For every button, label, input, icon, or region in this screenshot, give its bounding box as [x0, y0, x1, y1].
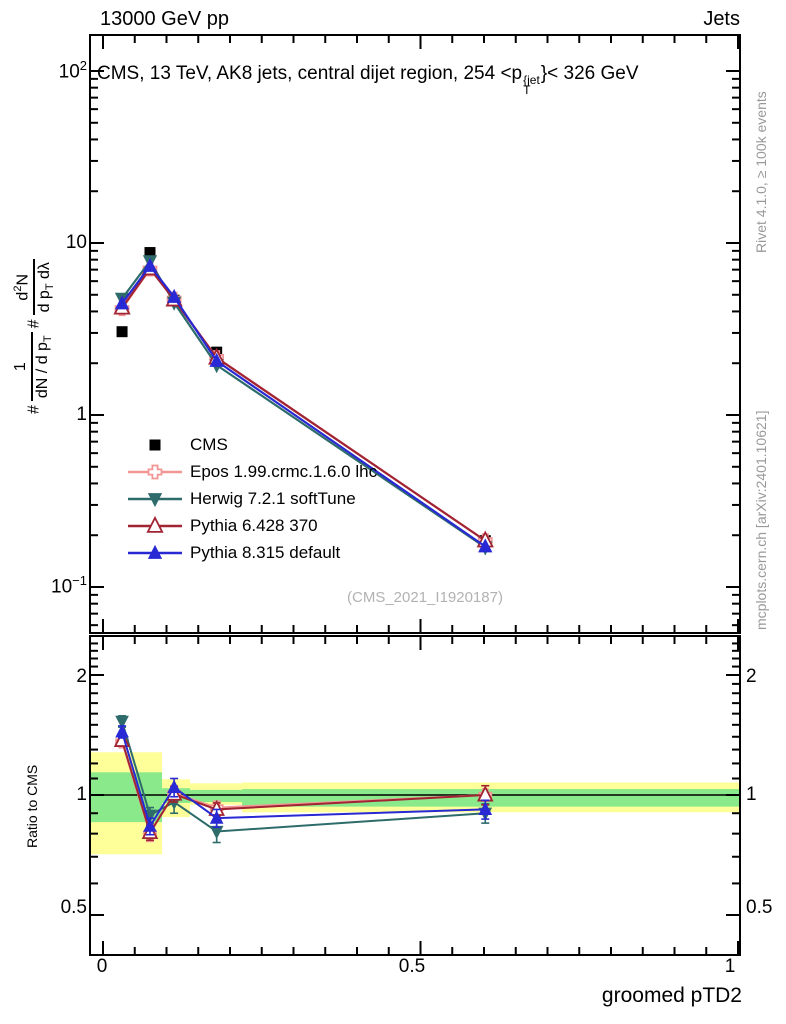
analysis-id-watermark: (CMS_2021_I1920187) [347, 589, 503, 606]
plot-title-supsub: {jet T [523, 73, 540, 97]
ratio-ytick-2-right: 2 [746, 666, 757, 687]
legend-label-cms: CMS [190, 435, 228, 454]
ratio-ytick-05-right: 0.5 [746, 897, 773, 918]
axis-ticks [90, 35, 740, 955]
ratio-series-pythia [115, 724, 493, 836]
ratio-ytick-1-right: 1 [746, 784, 757, 805]
fraction-1: 1 dN / d pT [10, 332, 58, 402]
ratio-ytick-2-left: 2 [76, 666, 87, 687]
ytick-1: 1 [76, 404, 87, 425]
fraction-2: d2N d pT dλ [8, 259, 61, 316]
plot-title: CMS, 13 TeV, AK8 jets, central dijet reg… [97, 63, 639, 97]
ratio-y-axis-title: Ratio to CMS [24, 764, 40, 848]
legend-label-herwig: Herwig 7.2.1 softTune [190, 489, 356, 508]
rivet-version-note: Rivet 4.1.0, ≥ 100k events [753, 91, 769, 253]
ratio-ytick-1-left: 1 [76, 784, 87, 805]
legend-label-epos: Epos 1.99.crmc.1.6.0 lhc [190, 462, 378, 481]
mcplots-arxiv-note: mcplots.cern.ch [arXiv:2401.10621] [753, 410, 769, 630]
x-axis-title: groomed pTD2 [601, 984, 742, 1007]
legend-label-pythia8: Pythia 8.315 default [190, 543, 341, 562]
ratio-ytick-05-left: 0.5 [60, 897, 87, 918]
xtick-1: 1 [724, 956, 736, 977]
legend-label-pythia6: Pythia 6.428 370 [190, 516, 318, 535]
y-axis-title: #1 dN / d pT # d2N d pT dλ [8, 42, 61, 414]
xtick-0: 0 [96, 956, 108, 977]
xtick-05: 0.5 [398, 956, 426, 977]
main-series-pythia [114, 257, 493, 553]
ytick-10: 10 [65, 232, 87, 253]
ytick-01: 10−1 [51, 573, 87, 598]
header-analysis-group: Jets [703, 8, 740, 30]
header-beam-energy: 13000 GeV pp [100, 8, 229, 30]
legend-glyphs [128, 439, 182, 559]
ytick-100: 102 [58, 58, 87, 83]
